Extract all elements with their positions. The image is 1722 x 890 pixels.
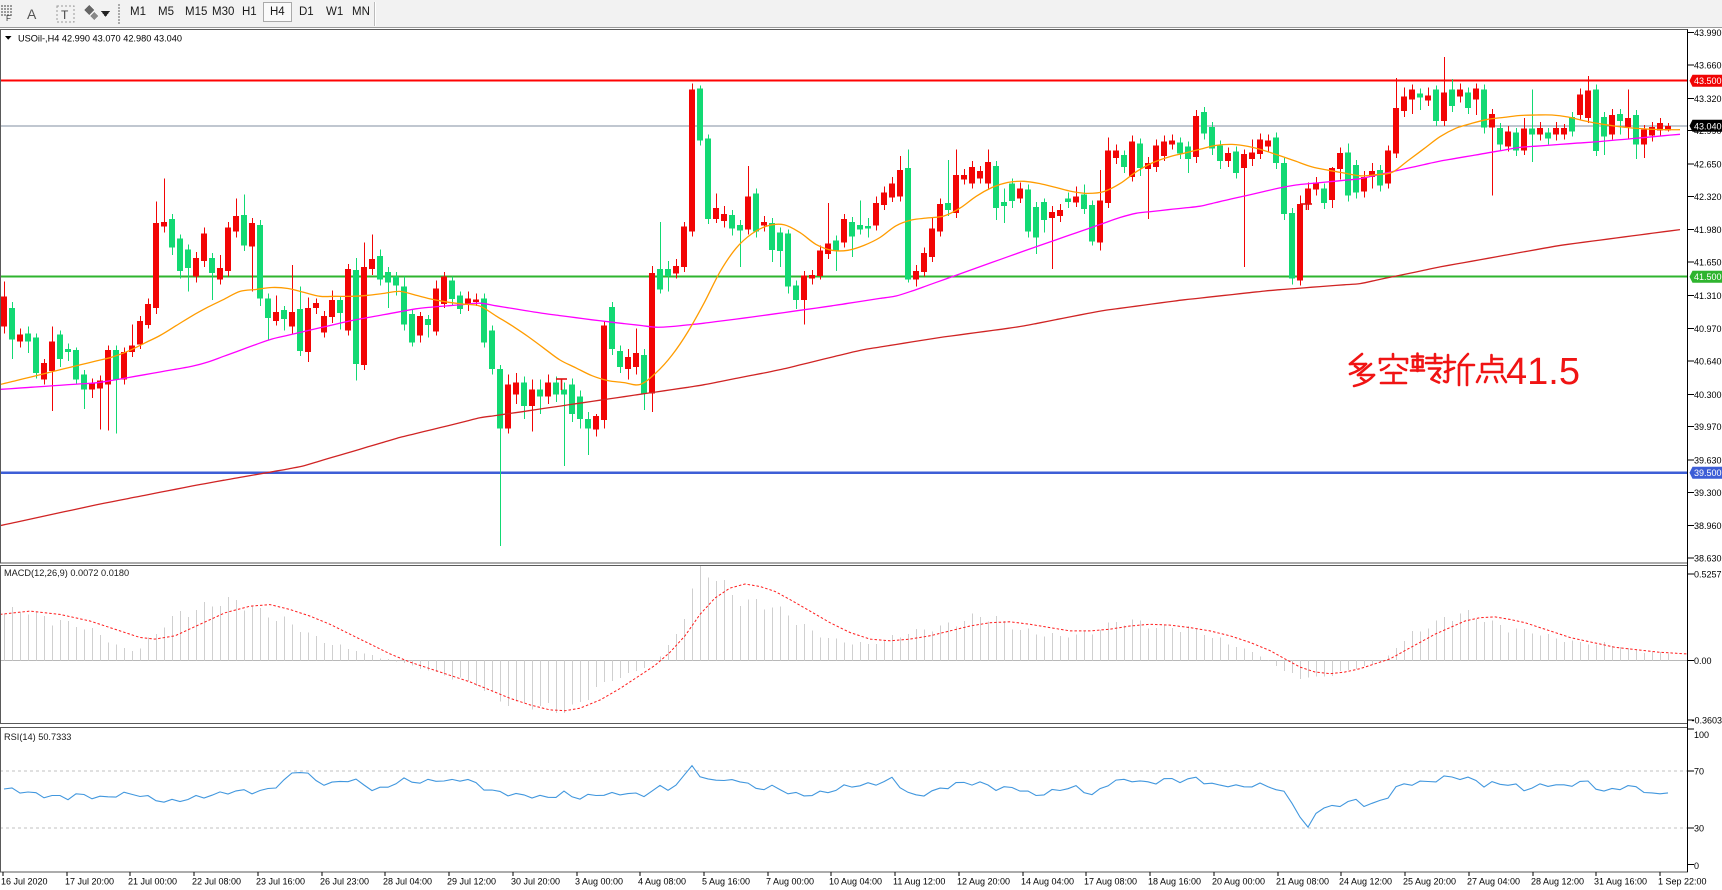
svg-text:29 Jul 12:00: 29 Jul 12:00 [447, 877, 496, 887]
svg-text:41.500: 41.500 [1694, 272, 1722, 282]
svg-text:41.980: 41.980 [1694, 225, 1722, 235]
svg-text:24 Aug 12:00: 24 Aug 12:00 [1339, 877, 1392, 887]
svg-text:39.300: 39.300 [1694, 488, 1722, 498]
svg-text:43.320: 43.320 [1694, 94, 1722, 104]
svg-text:38.960: 38.960 [1694, 521, 1722, 531]
svg-text:43.990: 43.990 [1694, 29, 1722, 38]
svg-text:43.660: 43.660 [1694, 61, 1722, 71]
svg-text:30: 30 [1694, 824, 1704, 834]
svg-text:38.630: 38.630 [1694, 554, 1722, 564]
svg-text:40.640: 40.640 [1694, 357, 1722, 367]
svg-text:39.500: 39.500 [1694, 468, 1722, 478]
svg-text:17 Jul 20:00: 17 Jul 20:00 [65, 877, 114, 887]
svg-text:21 Aug 08:00: 21 Aug 08:00 [1276, 877, 1329, 887]
svg-text:39.970: 39.970 [1694, 422, 1722, 432]
svg-text:22 Jul 08:00: 22 Jul 08:00 [192, 877, 241, 887]
svg-text:40.300: 40.300 [1694, 390, 1722, 400]
svg-text:MACD(12,26,9) 0.0072 0.0180: MACD(12,26,9) 0.0072 0.0180 [4, 568, 129, 578]
svg-text:14 Aug 04:00: 14 Aug 04:00 [1021, 877, 1074, 887]
svg-text:20 Aug 00:00: 20 Aug 00:00 [1212, 877, 1265, 887]
svg-text:4 Aug 08:00: 4 Aug 08:00 [638, 877, 686, 887]
svg-text:39.630: 39.630 [1694, 456, 1722, 466]
svg-text:43.500: 43.500 [1694, 76, 1722, 86]
svg-text:17 Aug 08:00: 17 Aug 08:00 [1084, 877, 1137, 887]
svg-text:41.650: 41.650 [1694, 258, 1722, 268]
svg-text:1 Sep 22:00: 1 Sep 22:00 [1658, 877, 1707, 887]
svg-text:0.5257: 0.5257 [1694, 570, 1722, 580]
svg-text:7 Aug 00:00: 7 Aug 00:00 [766, 877, 814, 887]
svg-text:23 Jul 16:00: 23 Jul 16:00 [256, 877, 305, 887]
svg-text:42.320: 42.320 [1694, 192, 1722, 202]
svg-text:F: F [6, 14, 11, 23]
svg-text:70: 70 [1694, 767, 1704, 777]
svg-text:28 Jul 04:00: 28 Jul 04:00 [383, 877, 432, 887]
svg-text:T: T [61, 8, 69, 22]
svg-text:16 Jul 2020: 16 Jul 2020 [1, 877, 48, 887]
svg-text:RSI(14) 50.7333: RSI(14) 50.7333 [4, 732, 71, 742]
svg-text:26 Jul 23:00: 26 Jul 23:00 [320, 877, 369, 887]
svg-text:25 Aug 20:00: 25 Aug 20:00 [1403, 877, 1456, 887]
svg-text:-0.3603: -0.3603 [1692, 715, 1722, 725]
svg-text:28 Aug 12:00: 28 Aug 12:00 [1531, 877, 1584, 887]
svg-text:18 Aug 16:00: 18 Aug 16:00 [1148, 877, 1201, 887]
svg-text:27 Aug 04:00: 27 Aug 04:00 [1467, 877, 1520, 887]
svg-text:12 Aug 20:00: 12 Aug 20:00 [957, 877, 1010, 887]
svg-text:31 Aug 16:00: 31 Aug 16:00 [1594, 877, 1647, 887]
svg-text:43.040: 43.040 [1694, 121, 1722, 131]
svg-text:3 Aug 00:00: 3 Aug 00:00 [575, 877, 623, 887]
svg-text:42.650: 42.650 [1694, 160, 1722, 170]
svg-text:A: A [27, 6, 37, 22]
svg-text:0: 0 [1694, 861, 1699, 871]
svg-text:40.970: 40.970 [1694, 324, 1722, 334]
svg-text:0.00: 0.00 [1694, 656, 1712, 666]
svg-text:41.5: 41.5 [1506, 351, 1580, 393]
svg-text:100: 100 [1694, 730, 1709, 740]
svg-text:10 Aug 04:00: 10 Aug 04:00 [829, 877, 882, 887]
svg-text:21 Jul 00:00: 21 Jul 00:00 [128, 877, 177, 887]
svg-text:30 Jul 20:00: 30 Jul 20:00 [511, 877, 560, 887]
svg-text:41.310: 41.310 [1694, 291, 1722, 301]
svg-text:11 Aug 12:00: 11 Aug 12:00 [893, 877, 945, 887]
svg-text:USOil-,H4 42.990 43.070 42.98: USOil-,H4 42.990 43.070 42.980 43.040 [18, 33, 182, 43]
svg-text:5 Aug 16:00: 5 Aug 16:00 [702, 877, 750, 887]
